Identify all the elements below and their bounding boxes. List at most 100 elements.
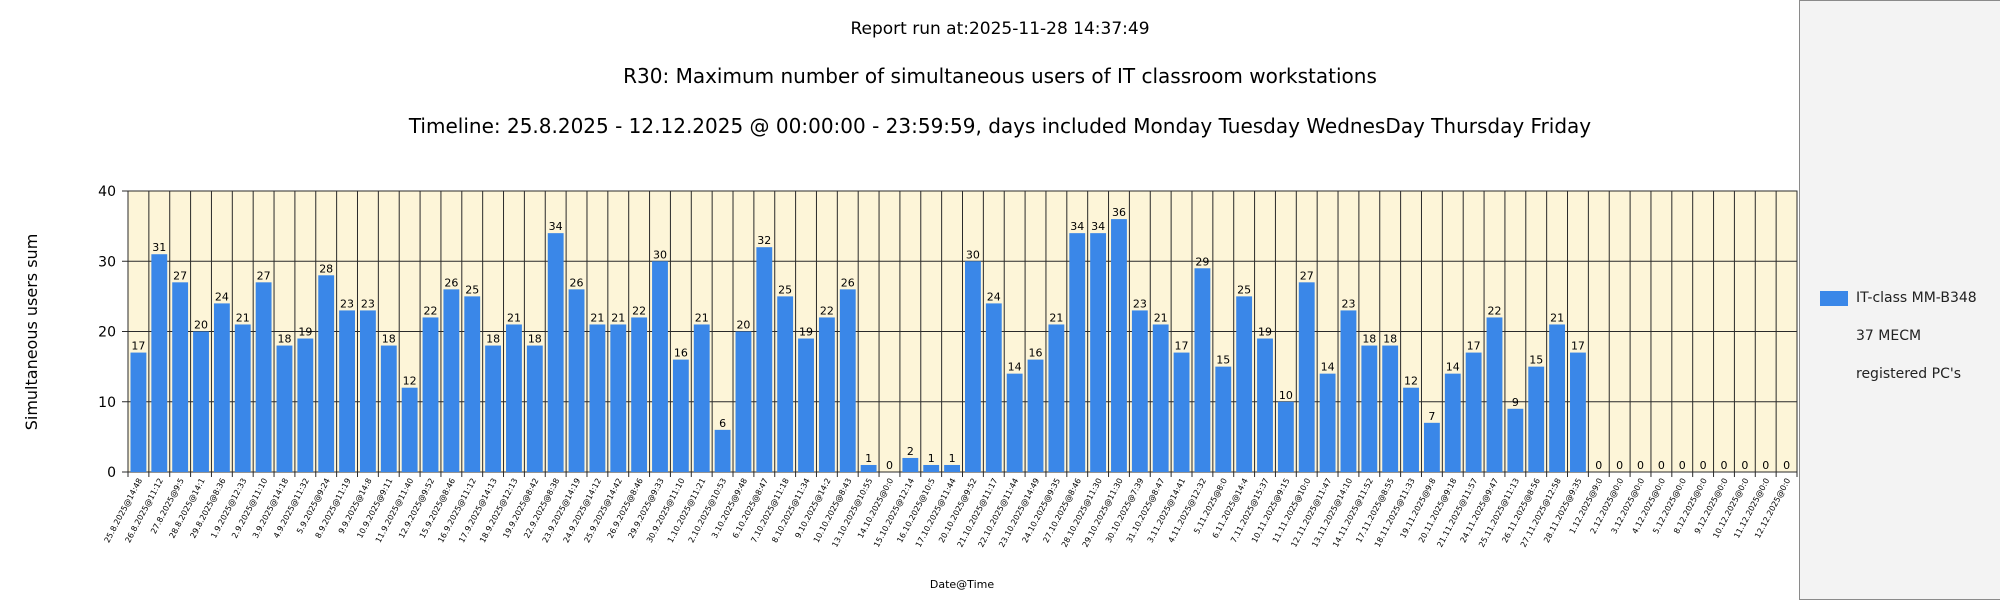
- chart-timeline: Timeline: 25.8.2025 - 12.12.2025 @ 00:00…: [408, 114, 1591, 138]
- bar: [1277, 401, 1294, 472]
- x-tick-label: 11.9.2025@11:40: [374, 477, 416, 545]
- data-label: 21: [236, 311, 250, 324]
- bar: [255, 282, 272, 472]
- x-tick-label: 20.11.2025@9:18: [1417, 477, 1459, 545]
- x-tick-label: 24.9.2025@14:12: [562, 477, 604, 545]
- bar: [1549, 324, 1566, 472]
- data-label: 0: [1762, 459, 1769, 472]
- data-label: 34: [1091, 220, 1105, 233]
- bar: [985, 303, 1002, 472]
- data-label: 26: [444, 276, 458, 289]
- data-label: 7: [1428, 410, 1435, 423]
- data-label: 17: [1467, 340, 1481, 353]
- bar: [839, 289, 856, 472]
- x-tick-label: 10.10.2025@8:43: [812, 477, 854, 545]
- data-label: 23: [340, 297, 354, 310]
- data-label: 0: [1783, 459, 1790, 472]
- data-label: 25: [778, 283, 792, 296]
- bar: [756, 247, 773, 472]
- data-label: 14: [1008, 361, 1022, 374]
- data-label: 9: [1512, 396, 1519, 409]
- data-label: 25: [1237, 283, 1251, 296]
- bar: [1507, 408, 1524, 472]
- bar: [193, 331, 209, 472]
- data-label: 17: [1175, 340, 1189, 353]
- bar: [652, 261, 668, 472]
- bar: [339, 310, 355, 472]
- bar: [401, 387, 418, 472]
- x-tick-label: 16.10.2025@10:5: [895, 477, 937, 545]
- x-tick-label: 1.10.2025@11:21: [666, 477, 708, 545]
- bar: [234, 324, 251, 472]
- bar: [422, 317, 439, 472]
- x-tick-label: 23.9.2025@14:19: [541, 477, 583, 545]
- bar: [568, 289, 585, 472]
- bar: [1340, 310, 1357, 472]
- x-tick-label: 28.11.2025@9:35: [1542, 477, 1584, 545]
- bar: [443, 289, 460, 472]
- data-label: 32: [757, 234, 771, 247]
- x-tick-label: 30.9.2025@11:10: [645, 477, 687, 545]
- x-tick-label: 7.10.2025@11:18: [749, 477, 791, 545]
- data-label: 10: [1279, 389, 1293, 402]
- bar: [213, 303, 230, 472]
- x-tick-label: 17.9.2025@14:13: [457, 477, 499, 545]
- y-tick-label: 30: [98, 254, 116, 270]
- bar: [923, 464, 940, 472]
- bar: [965, 261, 981, 472]
- x-tick-label: 30.10.2025@7:39: [1104, 477, 1146, 545]
- bar: [1528, 366, 1545, 472]
- data-label: 12: [403, 375, 417, 388]
- data-label: 1: [928, 452, 935, 465]
- bar: [359, 310, 376, 472]
- bar: [297, 338, 314, 472]
- data-label: 22: [632, 304, 646, 317]
- data-label: 22: [424, 304, 438, 317]
- data-label: 0: [1741, 459, 1748, 472]
- bar: [1173, 352, 1190, 472]
- x-tick-label: 4.11.2025@12:32: [1167, 477, 1209, 545]
- bar: [1423, 422, 1440, 472]
- legend-line: registered PC's: [1856, 366, 1961, 382]
- bar: [1090, 233, 1107, 472]
- data-label: 23: [1133, 297, 1147, 310]
- y-tick-label: 10: [98, 395, 116, 411]
- x-tick-label: 26.11.2025@8:56: [1500, 477, 1542, 545]
- data-label: 0: [1700, 459, 1707, 472]
- bar: [485, 345, 502, 472]
- x-tick-label: 16.9.2025@11:12: [436, 477, 478, 545]
- bar: [860, 464, 877, 472]
- bar: [1298, 282, 1315, 472]
- x-tick-label: 3.11.2025@14:41: [1146, 477, 1188, 545]
- data-label: 16: [1029, 347, 1043, 360]
- data-label: 21: [1550, 311, 1564, 324]
- x-axis-label: Date@Time: [930, 578, 994, 591]
- x-tick-label: 24.10.2025@9:35: [1021, 477, 1063, 545]
- data-label: 21: [1049, 311, 1063, 324]
- data-label: 34: [549, 220, 563, 233]
- data-label: 0: [1720, 459, 1727, 472]
- x-tick-label: 26.8.2025@11:12: [123, 477, 165, 545]
- bar: [1403, 387, 1419, 472]
- bar: [380, 345, 397, 472]
- bar: [1382, 345, 1399, 472]
- data-label: 16: [674, 347, 688, 360]
- bar: [818, 317, 835, 472]
- data-label: 19: [799, 326, 813, 339]
- data-label: 0: [1637, 459, 1644, 472]
- data-label: 0: [1616, 459, 1623, 472]
- x-tick-label: 25.9.2025@14:42: [582, 477, 624, 545]
- bar: [944, 464, 960, 472]
- x-tick-label: 8.10.2025@11:34: [770, 477, 812, 545]
- data-label: 21: [611, 311, 625, 324]
- bar: [1215, 366, 1232, 472]
- chart-title: R30: Maximum number of simultaneous user…: [623, 64, 1377, 88]
- bar: [276, 345, 293, 472]
- bar: [777, 296, 794, 472]
- data-label: 34: [1070, 220, 1084, 233]
- bar: [672, 359, 689, 472]
- data-label: 21: [695, 311, 709, 324]
- x-tick-label: 11.11.2025@10:0: [1271, 477, 1313, 545]
